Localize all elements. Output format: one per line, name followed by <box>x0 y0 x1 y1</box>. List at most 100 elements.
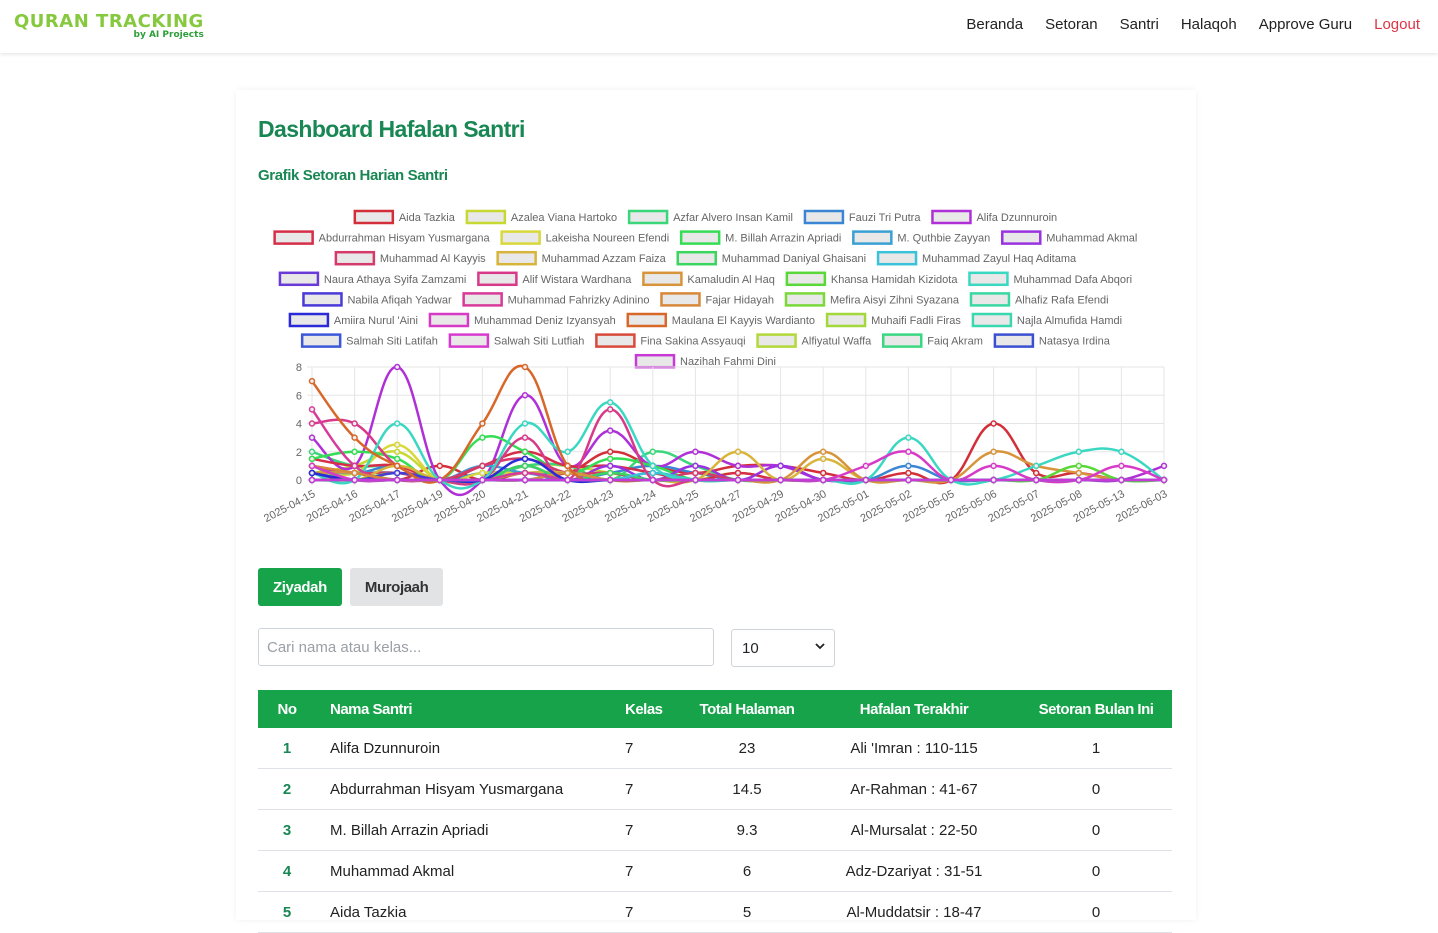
cell-hafalan: Al-Mursalat : 22-50 <box>808 809 1020 851</box>
legend-swatch <box>876 250 918 266</box>
cell-hafalan: Ali 'Imran : 110-115 <box>808 728 1020 769</box>
nav-santri[interactable]: Santri <box>1119 16 1159 33</box>
data-point <box>308 406 316 413</box>
tab-murojaah[interactable]: Murojaah <box>349 568 444 606</box>
cell-no: 3 <box>258 809 316 851</box>
nav-logout[interactable]: Logout <box>1374 16 1420 33</box>
legend-swatch <box>756 333 797 348</box>
legend-label: Lakeisha Noureen Efendi <box>546 233 670 245</box>
legend-swatch <box>971 312 1013 328</box>
y-tick-label: 8 <box>296 362 302 374</box>
col-total-halaman[interactable]: Total Halaman <box>699 700 795 718</box>
legend-swatch <box>660 292 701 307</box>
tab-ziyadah[interactable]: Ziyadah <box>258 568 342 606</box>
brand-logo[interactable]: QURAN TRACKING by AI Projects <box>14 12 204 40</box>
data-point <box>564 462 571 470</box>
legend-label: Azalea Viana Hartoko <box>511 212 617 224</box>
nav-beranda[interactable]: Beranda <box>966 16 1024 33</box>
nav-setoran[interactable]: Setoran <box>1045 16 1098 33</box>
legend-label: Aida Tazkia <box>399 212 456 224</box>
data-point <box>905 476 912 484</box>
data-point <box>819 469 827 477</box>
y-tick-label: 4 <box>296 419 302 431</box>
cell-hafalan: Ar-Rahman : 41-67 <box>808 768 1020 810</box>
legend-swatch <box>676 250 717 266</box>
data-point <box>1032 469 1040 477</box>
data-point <box>393 420 401 427</box>
legend-label: Alif Wistara Wardhana <box>522 274 632 286</box>
data-point <box>521 448 529 455</box>
nav-approve-guru[interactable]: Approve Guru <box>1258 16 1353 33</box>
data-point <box>1118 448 1125 455</box>
table-row[interactable]: 2 Abdurrahman Hisyam Yusmargana 7 14.5 A… <box>258 768 1172 810</box>
legend-label: Alifa Dzunnuroin <box>976 212 1057 224</box>
table-header-row: No Nama Santri Kelas Total Halaman Hafal… <box>258 690 1172 728</box>
legend-swatch <box>496 250 537 266</box>
data-point <box>734 469 742 477</box>
table-row[interactable]: 3 M. Billah Arrazin Apriadi 7 9.3 Al-Mur… <box>258 809 1172 851</box>
col-no[interactable]: No <box>277 700 298 718</box>
table-row[interactable]: 5 Aida Tazkia 7 5 Al-Muddatsir : 18-47 0 <box>258 891 1172 933</box>
data-point <box>606 476 614 484</box>
col-kelas[interactable]: Kelas <box>625 700 663 718</box>
data-point <box>308 455 316 463</box>
legend-swatch <box>825 312 867 328</box>
cell-setoran: 0 <box>1020 891 1172 933</box>
data-point <box>308 448 316 455</box>
chart-series <box>308 363 1168 497</box>
tab-group: Ziyadah Murojaah <box>258 568 444 606</box>
cell-setoran: 0 <box>1020 809 1172 851</box>
data-point <box>564 448 571 455</box>
search-input[interactable] <box>258 628 714 666</box>
legend-label: M. Quthbie Zayyan <box>897 233 990 245</box>
data-point <box>606 406 614 413</box>
col-nama[interactable]: Nama Santri <box>330 700 413 718</box>
data-point <box>606 462 614 470</box>
cell-setoran: 0 <box>1020 768 1172 810</box>
legend-label: Muhammad Dafa Abqori <box>1013 274 1132 286</box>
data-point <box>905 469 912 477</box>
data-point <box>308 434 316 441</box>
legend-swatch <box>968 271 1009 287</box>
chart-svg: Aida Tazkia Azalea Viana Hartoko Azfar Alv… <box>262 209 1169 525</box>
data-point <box>606 448 614 455</box>
data-point <box>692 469 699 477</box>
nav-halaqoh[interactable]: Halaqoh <box>1180 16 1237 33</box>
data-point <box>351 448 358 455</box>
data-point <box>521 434 529 441</box>
data-point <box>734 462 742 470</box>
legend-label: Amiira Nurul 'Aini <box>334 315 418 327</box>
data-point <box>351 462 358 470</box>
table-row[interactable]: 1 Alifa Dzunnuroin 7 23 Ali 'Imran : 110… <box>258 728 1172 769</box>
table-row[interactable]: 4 Muhammad Akmal 7 6 Adz-Dzariyat : 31-5… <box>258 850 1172 892</box>
legend-label: Kamaludin Al Haq <box>687 274 774 286</box>
data-point <box>734 448 742 455</box>
legend-swatch <box>462 292 503 307</box>
col-hafalan-terakhir[interactable]: Hafalan Terakhir <box>859 700 969 718</box>
cell-total: 9.3 <box>686 809 808 851</box>
legend-label: Nazihah Fahmi Dini <box>680 356 776 368</box>
legend-swatch <box>448 333 490 348</box>
legend-swatch <box>785 271 827 287</box>
brand-title: QURAN TRACKING <box>14 11 204 32</box>
cell-kelas: 7 <box>611 850 686 892</box>
cell-kelas: 7 <box>611 891 686 933</box>
legend-label: Azfar Alvero Insan Kamil <box>673 212 793 224</box>
data-point <box>351 469 358 477</box>
col-setoran-bulan[interactable]: Setoran Bulan Ini <box>1038 700 1154 718</box>
legend-swatch <box>882 333 923 348</box>
legend-swatch <box>634 353 676 369</box>
cell-total: 6 <box>686 850 808 892</box>
data-point <box>479 476 486 484</box>
navbar: QURAN TRACKING by AI Projects Beranda Se… <box>0 0 1438 53</box>
data-point <box>436 476 444 484</box>
legend-swatch <box>993 333 1035 348</box>
legend-label: Naura Athaya Syifa Zamzami <box>324 274 466 286</box>
y-tick-label: 6 <box>296 390 302 402</box>
page-size-select[interactable]: 10 <box>731 629 835 667</box>
data-point <box>990 448 997 455</box>
legend-label: Muhammad Al Kayyis <box>380 253 486 265</box>
data-point <box>393 476 401 484</box>
legend-label: Muhammad Azzam Faiza <box>542 253 667 265</box>
data-point <box>564 476 571 484</box>
